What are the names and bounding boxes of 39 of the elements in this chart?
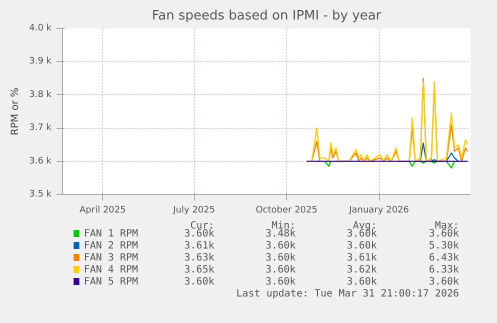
y-tick-label: 3.6 k: [29, 156, 52, 166]
legend-label: FAN 3 RPM: [84, 252, 138, 264]
y-tick-label: 3.8 k: [29, 90, 52, 100]
y-tick-label: 3.7 k: [29, 123, 52, 134]
text: 3.60k: [266, 240, 296, 252]
x-tick-label: July 2025: [172, 206, 216, 216]
x-tick-label: January 2026: [348, 206, 410, 216]
text: 3.60k: [184, 276, 214, 288]
text: 3.60k: [266, 252, 296, 264]
text: 3.65k: [184, 264, 214, 276]
text: 3.61k: [184, 240, 214, 252]
text: 3.48k: [266, 228, 296, 240]
text: 3.60k: [428, 228, 460, 240]
text: 3.62k: [346, 264, 377, 276]
legend-label: FAN 2 RPM: [84, 240, 138, 252]
text: 3.60k: [266, 276, 296, 288]
text: 6.43k: [428, 252, 460, 264]
text: 3.60k: [184, 228, 214, 240]
x-tick-label: April 2025: [80, 206, 126, 216]
text: 3.60k: [346, 276, 377, 288]
y-axis-title: RPM or %: [10, 88, 22, 136]
y-tick-label: 4.0 k: [29, 24, 52, 34]
legend-label: FAN 1 RPM: [84, 228, 138, 240]
text: 3.61k: [346, 252, 377, 264]
text: 3.60k: [346, 228, 377, 240]
text: 5.30k: [428, 240, 460, 252]
text: 3.63k: [184, 252, 214, 264]
legend-label: FAN 5 RPM: [84, 276, 138, 288]
text: 6.33k: [428, 264, 460, 276]
chart-title: Fan speeds based on IPMI - by year: [152, 8, 382, 24]
legend-label: FAN 4 RPM: [84, 264, 138, 276]
y-tick-label: 3.9 k: [29, 56, 52, 67]
x-tick-label: October 2025: [256, 206, 318, 216]
text: 3.60k: [266, 264, 296, 276]
y-tick-label: 3.5 k: [29, 190, 52, 200]
text: 3.60k: [346, 240, 377, 252]
text: 3.60k: [428, 276, 460, 288]
text: Avg:: [352, 220, 377, 232]
text: Last update: Tue Mar 31 21:00:17 2026: [236, 288, 460, 300]
